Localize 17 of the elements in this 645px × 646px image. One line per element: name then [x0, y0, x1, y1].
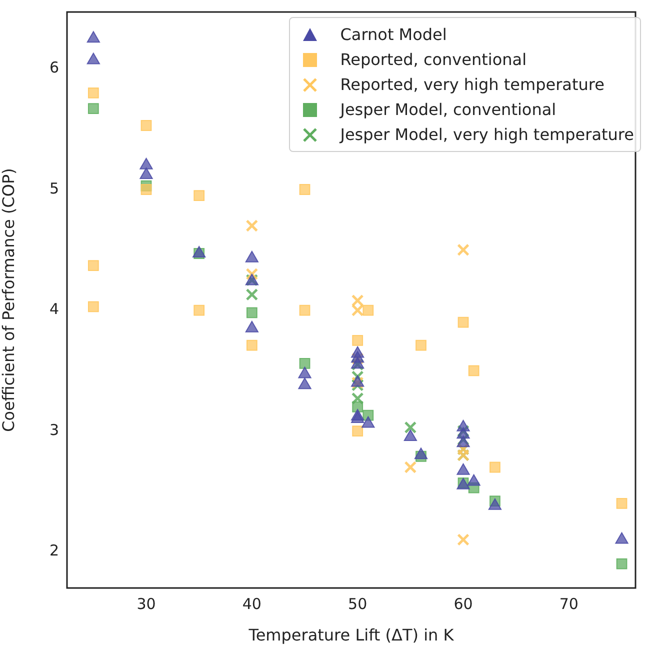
- x-tick-label: 70: [559, 594, 578, 613]
- y-tick-label: 2: [49, 542, 59, 560]
- x-tick-label: 50: [348, 594, 368, 613]
- legend-label: Carnot Model: [340, 25, 447, 44]
- x-tick-label: 60: [454, 594, 473, 613]
- x-tick-label: 40: [242, 594, 262, 613]
- y-tick-label: 4: [49, 300, 59, 318]
- y-tick-label: 6: [49, 58, 59, 77]
- y-tick-label: 5: [49, 179, 59, 198]
- y-axis-title: Coefficient of Performance (COP): [0, 168, 18, 432]
- x-axis-title: Temperature Lift (ΔT) in K: [248, 626, 454, 645]
- legend-label: Jesper Model, very high temperature: [340, 125, 634, 144]
- legend-label: Reported, very high temperature: [340, 75, 604, 94]
- legend-label: Reported, conventional: [340, 50, 527, 69]
- legend-label: Jesper Model, conventional: [340, 100, 556, 119]
- y-tick-label: 3: [49, 420, 59, 439]
- x-tick-label: 30: [136, 594, 156, 613]
